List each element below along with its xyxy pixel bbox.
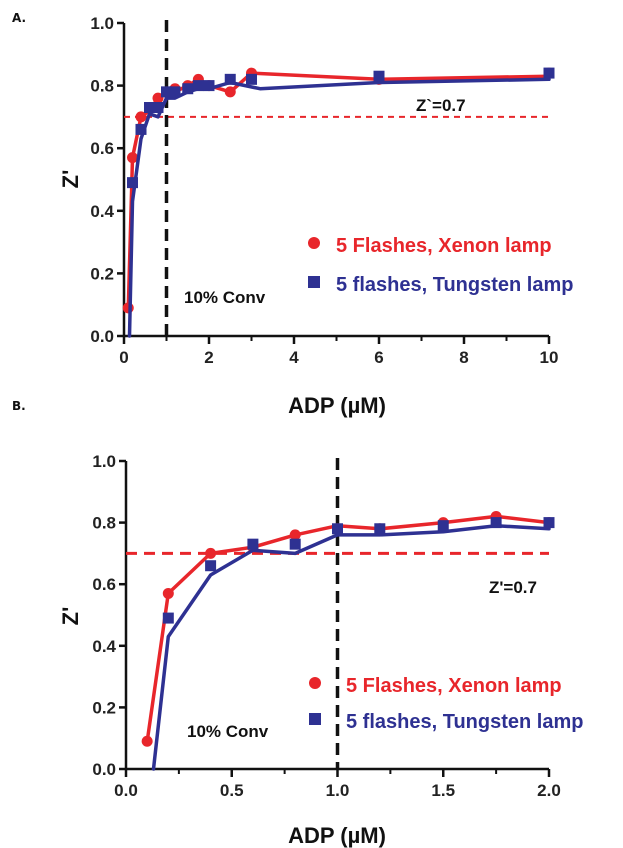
data-point-xenon — [127, 152, 138, 164]
panel-b: B. 0.0 0.2 0.4 0.6 0.8 1.0 0.0 0.5 1.0 1.5 2.0 ADP (… — [12, 399, 583, 848]
y-tick-label: 0.2 — [90, 264, 114, 283]
data-point-tungsten — [182, 83, 194, 95]
data-point-xenon — [122, 302, 134, 314]
x-tick-label: 8 — [459, 348, 468, 367]
y-tick-label: 0.8 — [90, 77, 114, 96]
data-point-tungsten — [144, 102, 155, 114]
x-tick-label: 0.5 — [220, 781, 244, 800]
y-tick-label: 0.2 — [92, 698, 116, 717]
x-tick-label: 4 — [289, 348, 299, 367]
data-point-tungsten — [205, 560, 217, 572]
y-tick-label: 0.0 — [92, 760, 116, 779]
data-point-tungsten — [152, 102, 164, 114]
y-tick-label: 0.8 — [92, 514, 116, 533]
x-tick-label: 10 — [540, 348, 559, 367]
data-point-xenon — [162, 587, 174, 599]
data-point-xenon — [224, 86, 236, 98]
threshold-label: Z'=0.7 — [489, 578, 537, 597]
conversion-label: 10% Conv — [184, 288, 266, 307]
x-tick-label: 2.0 — [537, 781, 561, 800]
panel-label: B. — [12, 399, 26, 413]
x-tick-label: 2 — [204, 348, 213, 367]
y-tick-label: 0.4 — [90, 202, 114, 221]
data-point-tungsten — [437, 520, 449, 532]
legend-label-tungsten: 5 flashes, Tungsten lamp — [346, 711, 583, 733]
legend-label-xenon: 5 Flashes, Xenon lamp — [346, 675, 562, 697]
data-point-tungsten — [203, 80, 215, 92]
panel-a: A. 0.0 0.2 0.4 0.6 0.8 1.0 0 2 4 6 8 10 ADP (µM) Z' Z`=… — [12, 11, 573, 418]
legend-marker-tungsten — [309, 713, 321, 725]
legend-marker-tungsten — [308, 276, 320, 288]
data-point-tungsten — [247, 538, 259, 550]
legend-label-tungsten: 5 flashes, Tungsten lamp — [336, 274, 573, 296]
data-point-tungsten — [161, 86, 172, 98]
data-point-tungsten — [135, 123, 147, 135]
x-tick-label: 0.0 — [114, 781, 138, 800]
data-point-xenon — [289, 529, 301, 541]
data-point-tungsten — [543, 67, 555, 79]
data-point-xenon — [152, 92, 164, 104]
legend-marker-xenon — [308, 237, 320, 249]
x-axis-label: ADP (µM) — [288, 823, 386, 848]
series-line-tungsten — [151, 523, 551, 771]
y-tick-label: 1.0 — [92, 452, 116, 471]
legend-label-xenon: 5 Flashes, Xenon lamp — [336, 235, 552, 257]
series-line-xenon — [126, 71, 551, 310]
x-tick-label: 6 — [374, 348, 383, 367]
y-tick-label: 0.0 — [90, 327, 114, 346]
data-point-xenon — [141, 735, 153, 747]
data-point-xenon — [205, 547, 217, 559]
y-tick-label: 0.6 — [90, 139, 114, 158]
x-tick-label: 0 — [119, 348, 128, 367]
y-axis-label: Z' — [58, 170, 83, 189]
data-point-tungsten — [543, 517, 555, 529]
legend-marker-xenon — [309, 677, 321, 689]
data-point-tungsten — [289, 538, 301, 550]
y-axis-label: Z' — [58, 607, 83, 626]
y-tick-label: 0.4 — [92, 637, 116, 656]
x-tick-label: 1.5 — [431, 781, 455, 800]
x-tick-label: 1.0 — [326, 781, 350, 800]
data-point-tungsten — [490, 517, 502, 529]
data-point-tungsten — [162, 612, 174, 624]
data-point-tungsten — [332, 523, 343, 535]
data-point-tungsten — [192, 80, 204, 92]
data-point-tungsten — [246, 73, 257, 85]
data-point-tungsten — [169, 86, 181, 98]
data-point-tungsten — [224, 73, 236, 85]
conversion-label: 10% Conv — [187, 722, 269, 741]
threshold-label: Z`=0.7 — [416, 96, 466, 115]
x-axis-label: ADP (µM) — [288, 393, 386, 418]
y-tick-label: 1.0 — [90, 14, 114, 33]
data-point-tungsten — [373, 70, 385, 82]
data-point-xenon — [135, 111, 147, 123]
y-tick-label: 0.6 — [92, 575, 116, 594]
data-point-tungsten — [374, 523, 386, 535]
panel-label: A. — [12, 11, 26, 25]
series-line-xenon — [145, 514, 551, 744]
data-point-tungsten — [127, 177, 138, 189]
